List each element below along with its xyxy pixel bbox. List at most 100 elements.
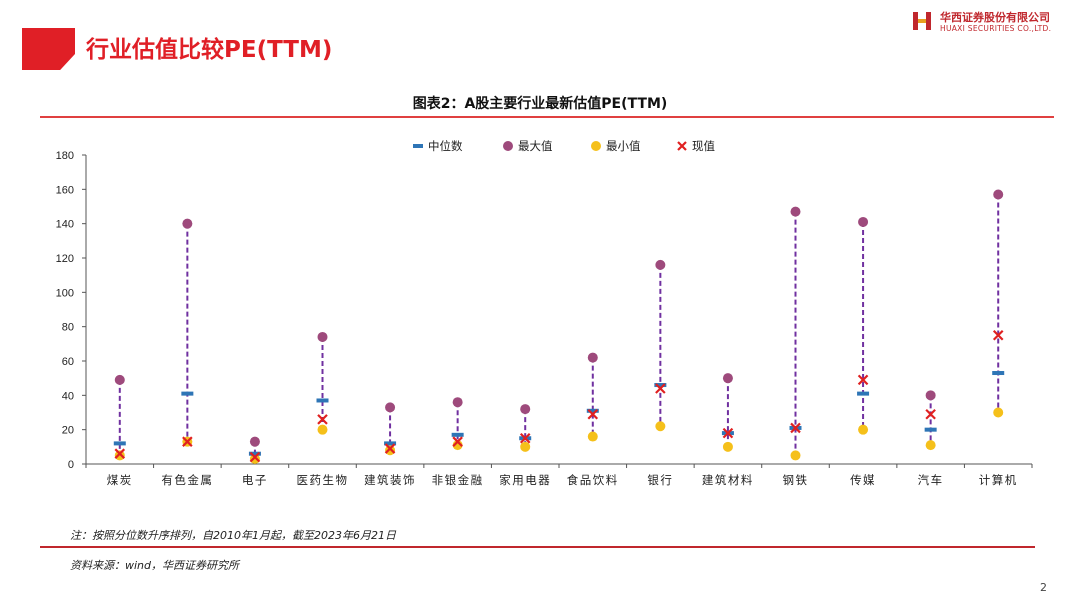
- legend-label: 最大值: [518, 139, 553, 153]
- legend-x-icon: [677, 141, 687, 151]
- max-point: [858, 216, 869, 227]
- median-marker: [181, 391, 194, 396]
- median-marker: [857, 391, 870, 396]
- legend-label: 中位数: [428, 139, 463, 153]
- current-marker: [114, 448, 126, 459]
- plot-area: [113, 189, 1005, 464]
- current-marker: [655, 383, 666, 394]
- company-name-en: HUAXI SECURITIES CO.,LTD.: [940, 24, 1052, 33]
- current-marker: [992, 329, 1004, 341]
- current-marker: [249, 451, 261, 463]
- min-point: [520, 441, 531, 452]
- y-tick-label: 120: [56, 253, 74, 265]
- min-point: [385, 445, 396, 456]
- data-source: 资料来源：wind，华西证券研究所: [70, 559, 240, 572]
- slide-title: 行业估值比较PE(TTM): [86, 37, 333, 63]
- y-tick-label: 80: [62, 322, 74, 334]
- x-tick-label: 汽车: [918, 473, 944, 487]
- max-point: [249, 436, 260, 447]
- median-marker: [586, 408, 599, 413]
- x-tick-label: 食品饮料: [567, 473, 619, 487]
- median-marker: [316, 398, 329, 403]
- legend-dot-icon: [591, 141, 601, 151]
- max-point: [722, 373, 733, 384]
- company-name-cn: 华西证券股份有限公司: [940, 11, 1050, 24]
- x-axis: 煤炭 有色金属 电子 医药生物 建筑装饰 非银金融 家用电器 食品饮料 银行 建筑材料 钢铁 传媒 汽车…: [85, 463, 1033, 487]
- min-point: [790, 450, 801, 461]
- title-accent-block: [22, 28, 75, 70]
- max-point: [452, 397, 463, 408]
- chart-note: 注：按照分位数升序排列，自2010年1月起，截至2023年6月21日: [70, 529, 396, 542]
- median-marker: [451, 432, 464, 437]
- legend-item: 最大值: [503, 139, 553, 153]
- legend-label: 现值: [692, 139, 715, 153]
- x-tick-label: 建筑装饰: [364, 473, 416, 487]
- y-tick-label: 180: [56, 150, 74, 162]
- bottom-divider: [40, 546, 1035, 548]
- current-marker: [384, 443, 396, 454]
- legend-dot-icon: [503, 141, 513, 151]
- chart-title: 图表2：A股主要行业最新估值PE(TTM): [412, 96, 668, 112]
- median-marker: [992, 371, 1005, 376]
- y-axis: 0 20 40 60 80 100 120 140 160 180: [56, 150, 87, 471]
- max-point: [993, 189, 1004, 200]
- median-marker: [654, 383, 667, 388]
- max-point: [655, 259, 666, 270]
- y-tick-label: 60: [62, 356, 74, 368]
- min-point: [114, 450, 125, 461]
- median-marker: [384, 441, 397, 446]
- min-point: [993, 407, 1004, 418]
- min-point: [722, 441, 733, 452]
- min-point: [249, 453, 260, 464]
- min-point: [858, 424, 869, 435]
- median-marker: [924, 427, 937, 432]
- x-tick-label: 电子: [242, 473, 268, 487]
- x-tick-label: 银行: [647, 473, 673, 487]
- x-tick-label: 建筑材料: [702, 473, 754, 487]
- x-tick-label: 传媒: [850, 473, 876, 487]
- chart-title-divider: [40, 116, 1054, 118]
- max-point: [587, 352, 598, 363]
- current-marker: [317, 414, 328, 425]
- x-tick-label: 家用电器: [499, 473, 551, 487]
- huaxi-logo-icon: [913, 12, 931, 30]
- min-point: [925, 440, 936, 451]
- page-number: 2: [1040, 581, 1047, 594]
- legend-dash-icon: [413, 144, 423, 148]
- min-point: [452, 440, 463, 451]
- x-tick-label: 医药生物: [297, 473, 349, 487]
- current-marker: [452, 436, 463, 447]
- current-marker: [790, 422, 801, 434]
- max-point: [520, 404, 531, 415]
- current-marker: [587, 408, 599, 420]
- max-point: [114, 374, 125, 385]
- y-tick-label: 0: [68, 459, 74, 471]
- current-marker: [857, 374, 869, 386]
- current-marker: [182, 436, 193, 447]
- y-tick-label: 40: [62, 390, 74, 402]
- legend-item: 现值: [677, 139, 715, 153]
- y-tick-label: 160: [56, 184, 74, 196]
- min-point: [317, 424, 328, 435]
- max-point: [385, 402, 396, 413]
- max-point: [790, 206, 801, 217]
- current-marker: [722, 427, 734, 439]
- y-tick-label: 140: [56, 219, 74, 231]
- x-tick-label: 煤炭: [107, 473, 133, 487]
- max-point: [925, 390, 936, 401]
- median-marker: [113, 441, 126, 446]
- max-point: [182, 218, 193, 229]
- x-tick-label: 有色金属: [161, 473, 213, 487]
- min-point: [587, 431, 598, 442]
- legend-item: 中位数: [413, 139, 463, 153]
- current-marker: [519, 432, 531, 444]
- legend-label: 最小值: [606, 139, 641, 153]
- max-point: [317, 331, 328, 342]
- x-tick-label: 钢铁: [783, 473, 809, 487]
- median-marker: [248, 451, 261, 456]
- y-tick-label: 100: [56, 287, 74, 299]
- legend-item: 最小值: [591, 139, 641, 153]
- x-tick-label: 非银金融: [432, 473, 484, 487]
- current-marker: [925, 408, 936, 420]
